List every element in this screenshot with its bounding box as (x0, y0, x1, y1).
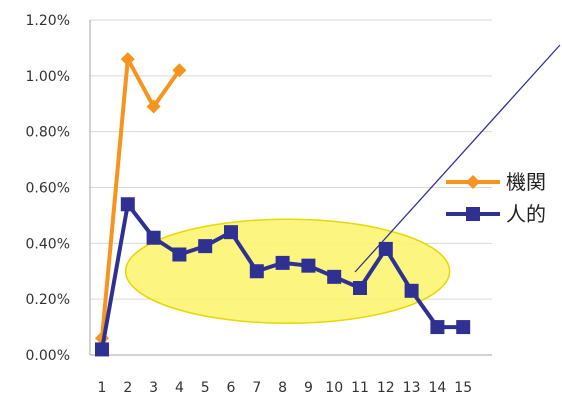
legend-marker (466, 175, 480, 189)
data-point (120, 52, 135, 67)
x-tick-label: 1 (98, 380, 107, 396)
data-point (172, 247, 187, 262)
y-tick-label: 0.80% (26, 125, 70, 141)
data-point (378, 241, 393, 256)
data-point (146, 230, 161, 245)
data-point (404, 283, 419, 298)
data-point (120, 197, 135, 212)
y-axis-tick-labels: 0.00% 0.20% 0.40% 0.60% 0.80% 1.00% 1.20% (26, 13, 70, 364)
x-tick-label: 12 (377, 380, 395, 396)
x-tick-label: 6 (227, 380, 236, 396)
y-tick-label: 1.20% (26, 13, 70, 29)
data-point (224, 225, 238, 240)
data-point (353, 281, 367, 295)
x-tick-label: 3 (149, 380, 158, 396)
y-tick-label: 0.40% (26, 236, 70, 252)
data-point (275, 255, 290, 270)
x-axis-tick-labels: 1 2 3 4 5 6 7 8 9 10 11 12 13 14 15 (98, 380, 473, 396)
legend-item: 機関 (446, 170, 546, 194)
y-tick-label: 0.20% (26, 292, 70, 308)
x-tick-label: 7 (252, 380, 261, 396)
data-point (198, 239, 213, 254)
legend-label: 人的 (506, 202, 546, 226)
data-point (95, 342, 109, 357)
legend-marker (466, 207, 480, 221)
data-point (327, 269, 342, 284)
x-tick-label: 8 (278, 380, 287, 396)
data-point (456, 320, 471, 335)
data-point (301, 258, 316, 273)
x-tick-label: 2 (123, 380, 132, 396)
x-tick-label: 5 (201, 380, 210, 396)
data-series (95, 52, 471, 357)
series-line (100, 57, 182, 339)
x-tick-label: 14 (428, 380, 446, 396)
x-tick-label: 9 (304, 380, 313, 396)
legend-item: 人的 (446, 202, 546, 226)
data-point (430, 320, 445, 335)
x-tick-label: 13 (403, 380, 421, 396)
annotation-pointer-line (354, 44, 561, 273)
y-tick-label: 1.00% (26, 69, 70, 85)
x-tick-label: 15 (454, 380, 472, 396)
x-tick-label: 4 (175, 380, 184, 396)
x-tick-label: 11 (351, 380, 369, 396)
data-point (172, 63, 187, 78)
x-tick-label: 10 (325, 380, 343, 396)
series-2 (95, 197, 471, 357)
legend-label: 機関 (506, 170, 546, 194)
data-point (146, 99, 161, 114)
y-tick-label: 0.00% (26, 348, 70, 364)
y-tick-label: 0.60% (26, 181, 70, 197)
data-point (249, 264, 264, 279)
